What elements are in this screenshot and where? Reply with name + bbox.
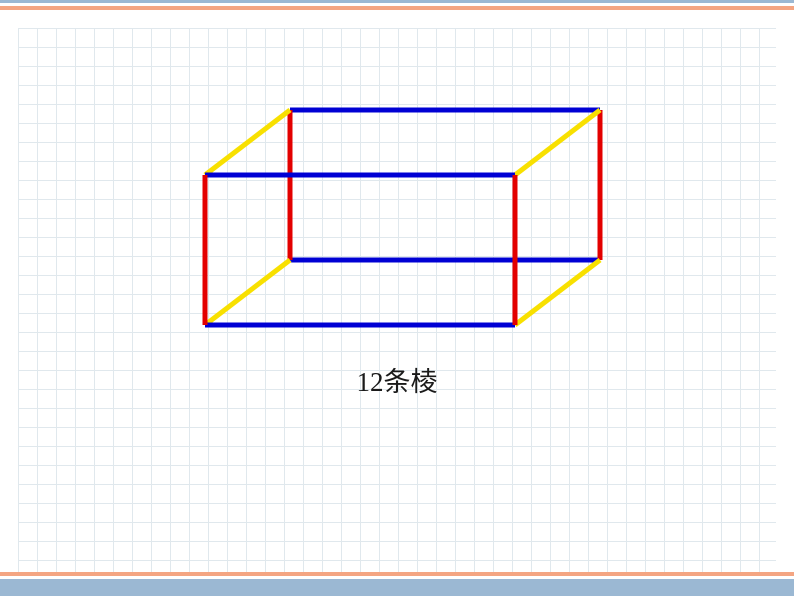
edge-depth-bottom-left <box>205 260 290 325</box>
top-orange-line <box>0 6 794 10</box>
caption-text: 12条棱 <box>0 360 794 399</box>
edge-depth-bottom-right <box>515 260 600 325</box>
edge-depth-top-left <box>205 110 290 175</box>
edge-depth-top-right <box>515 110 600 175</box>
top-decorative-border <box>0 0 794 10</box>
bottom-blue-line <box>0 579 794 596</box>
cuboid-diagram <box>175 85 615 355</box>
cuboid-svg <box>175 85 615 355</box>
bottom-decorative-border <box>0 572 794 596</box>
